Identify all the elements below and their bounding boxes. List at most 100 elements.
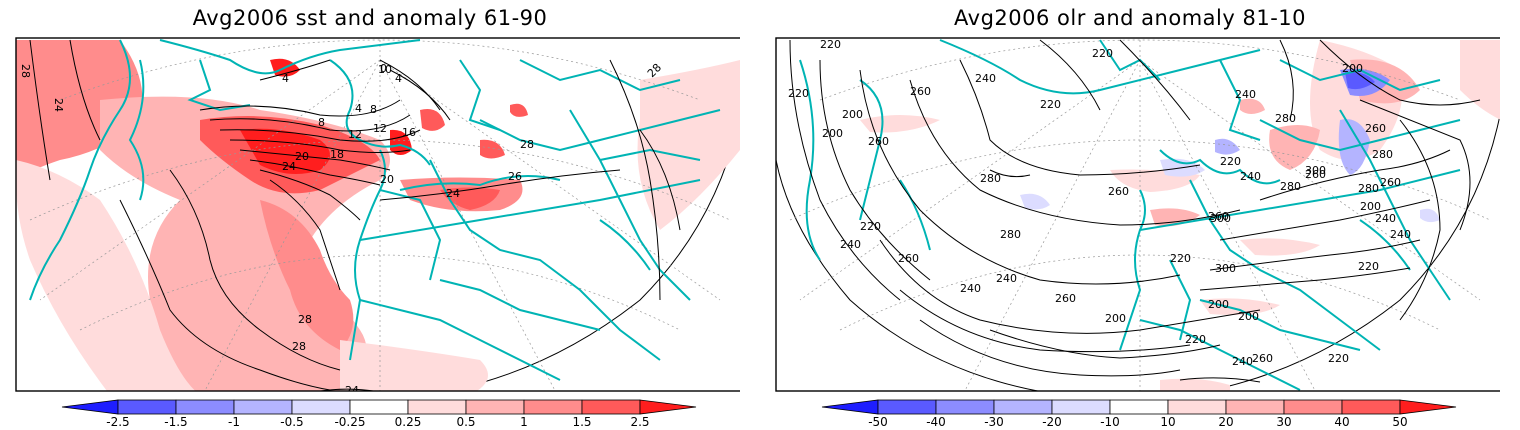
contour-label: 4 — [395, 72, 402, 85]
colorbar-segment — [175, 399, 235, 415]
contour-label: 240 — [996, 272, 1017, 285]
contour-label: 240 — [1240, 170, 1261, 183]
contour-label: 240 — [1390, 228, 1411, 241]
contour-label: 240 — [1375, 212, 1396, 225]
contour-label: 24 — [52, 98, 65, 112]
contour-label: 260 — [1252, 352, 1273, 365]
contour-label: 220 — [1170, 252, 1191, 265]
contour-label: 12 — [348, 128, 362, 141]
colorbar-segment — [935, 399, 995, 415]
sst-map: 28 24 20 18 12 8 4 4 8 12 16 20 24 28 28… — [15, 37, 740, 429]
colorbar-tick-label: -2.5 — [106, 415, 129, 429]
contour-label: 20 — [380, 173, 394, 186]
contour-label: 220 — [1328, 352, 1349, 365]
contour-label: 200 — [842, 108, 863, 121]
sst-contour-labels: 28 24 20 18 12 8 4 4 8 12 16 20 24 28 28… — [19, 61, 664, 397]
colorbar-segment — [581, 399, 641, 415]
colorbar-tick-label: 10 — [1160, 415, 1175, 429]
contour-label: 24 — [345, 384, 359, 397]
contour-label: 300 — [1215, 262, 1236, 275]
contour-label: 220 — [1185, 333, 1206, 346]
colorbar-tick-label: 1 — [520, 415, 528, 429]
contour-label: 200 — [1342, 62, 1363, 75]
olr-map-area: 220 260 240 220 200 260 280 300 280 260 … — [776, 38, 1500, 391]
contour-label: 280 — [1000, 228, 1021, 241]
contour-label: 24 — [282, 160, 296, 173]
contour-label: 200 — [822, 127, 843, 140]
contour-label: 220 — [860, 220, 881, 233]
colorbar-tick-label: 40 — [1334, 415, 1349, 429]
colorbar-segment — [1225, 399, 1285, 415]
contour-label: 28 — [520, 138, 534, 151]
map-frame — [15, 37, 740, 392]
colorbar-segment — [523, 399, 583, 415]
colorbar-tick-label: -1.5 — [164, 415, 187, 429]
contour-label: 240 — [1235, 88, 1256, 101]
contour-label: 8 — [370, 103, 377, 116]
colorbar-end-high — [639, 399, 697, 415]
colorbar-tick-label: -1 — [228, 415, 240, 429]
olr-map-title: Avg2006 olr and anomaly 81-10 — [954, 6, 1306, 30]
contour-label: 280 — [1358, 182, 1379, 195]
olr-colorbar: -50 -40 -30 -20 -10 10 20 30 40 50 — [821, 399, 1457, 429]
contour-label: 260 — [1108, 185, 1129, 198]
colorbar-tick-label: -30 — [984, 415, 1004, 429]
contour-label: 28 — [19, 64, 32, 78]
contour-label: 24 — [446, 187, 460, 200]
colorbar-end-low — [821, 399, 879, 415]
sst-map-title: Avg2006 sst and anomaly 61-90 — [192, 6, 548, 30]
colorbar-tick-label: 20 — [1218, 415, 1233, 429]
contour-label: 260 — [910, 85, 931, 98]
colorbar-tick-label: -40 — [926, 415, 946, 429]
colorbar-segment — [407, 399, 467, 415]
colorbar-tick-label: 30 — [1276, 415, 1291, 429]
graticule — [29, 39, 731, 391]
contour-label: 280 — [1372, 148, 1393, 161]
sst-panel: Avg2006 sst and anomaly 61-90 — [0, 0, 740, 430]
contour-label: 200 — [1208, 298, 1229, 311]
contour-label: 200 — [1360, 200, 1381, 213]
contour-label: 240 — [840, 238, 861, 251]
contour-label: 4 — [355, 102, 362, 115]
colorbar-tick-label: -10 — [1100, 415, 1120, 429]
colorbar-segment — [117, 399, 177, 415]
contour-label: 280 — [1275, 112, 1296, 125]
contour-label: 200 — [1238, 310, 1259, 323]
colorbar-segment — [291, 399, 351, 415]
contour-label: 280 — [1280, 180, 1301, 193]
contour-label: 260 — [1380, 176, 1401, 189]
contour-label: 12 — [373, 122, 387, 135]
contour-label: 260 — [1365, 122, 1386, 135]
colorbar-tick-label: -0.25 — [334, 415, 365, 429]
colorbar-tick-label: 0.5 — [456, 415, 475, 429]
olr-map: 220 260 240 220 200 260 280 300 280 260 … — [775, 37, 1500, 429]
contour-label: 20 — [295, 150, 309, 163]
contour-label: 260 — [898, 252, 919, 265]
contour-label: 280 — [980, 172, 1001, 185]
colorbar-segment — [349, 399, 409, 415]
contour-label: 220 — [1040, 98, 1061, 111]
contour-label: 220 — [1358, 260, 1379, 273]
contour-label: 300 — [1210, 212, 1231, 225]
colorbar-segment — [1109, 399, 1169, 415]
contour-label: 220 — [788, 87, 809, 100]
map-frame — [775, 37, 1500, 392]
contour-label: 240 — [975, 72, 996, 85]
contour-label: 260 — [1055, 292, 1076, 305]
sst-map-area: 28 24 20 18 12 8 4 4 8 12 16 20 24 28 28… — [16, 38, 740, 397]
colorbar-segment — [1283, 399, 1343, 415]
colorbar-tick-label: -0.5 — [280, 415, 303, 429]
contour-label: 240 — [960, 282, 981, 295]
contour-label: 260 — [1305, 168, 1326, 181]
colorbar-segment — [993, 399, 1053, 415]
colorbar-segment — [233, 399, 293, 415]
colorbar-tick-label: -20 — [1042, 415, 1062, 429]
contour-label: 220 — [1220, 155, 1241, 168]
contour-label: 28 — [298, 313, 312, 326]
contour-label: 28 — [292, 340, 306, 353]
contour-label: 8 — [318, 116, 325, 129]
contour-label: 240 — [1232, 355, 1253, 368]
colorbar-tick-label: 2.5 — [630, 415, 649, 429]
contour-label: 220 — [1092, 47, 1113, 60]
contour-label: 260 — [868, 135, 889, 148]
